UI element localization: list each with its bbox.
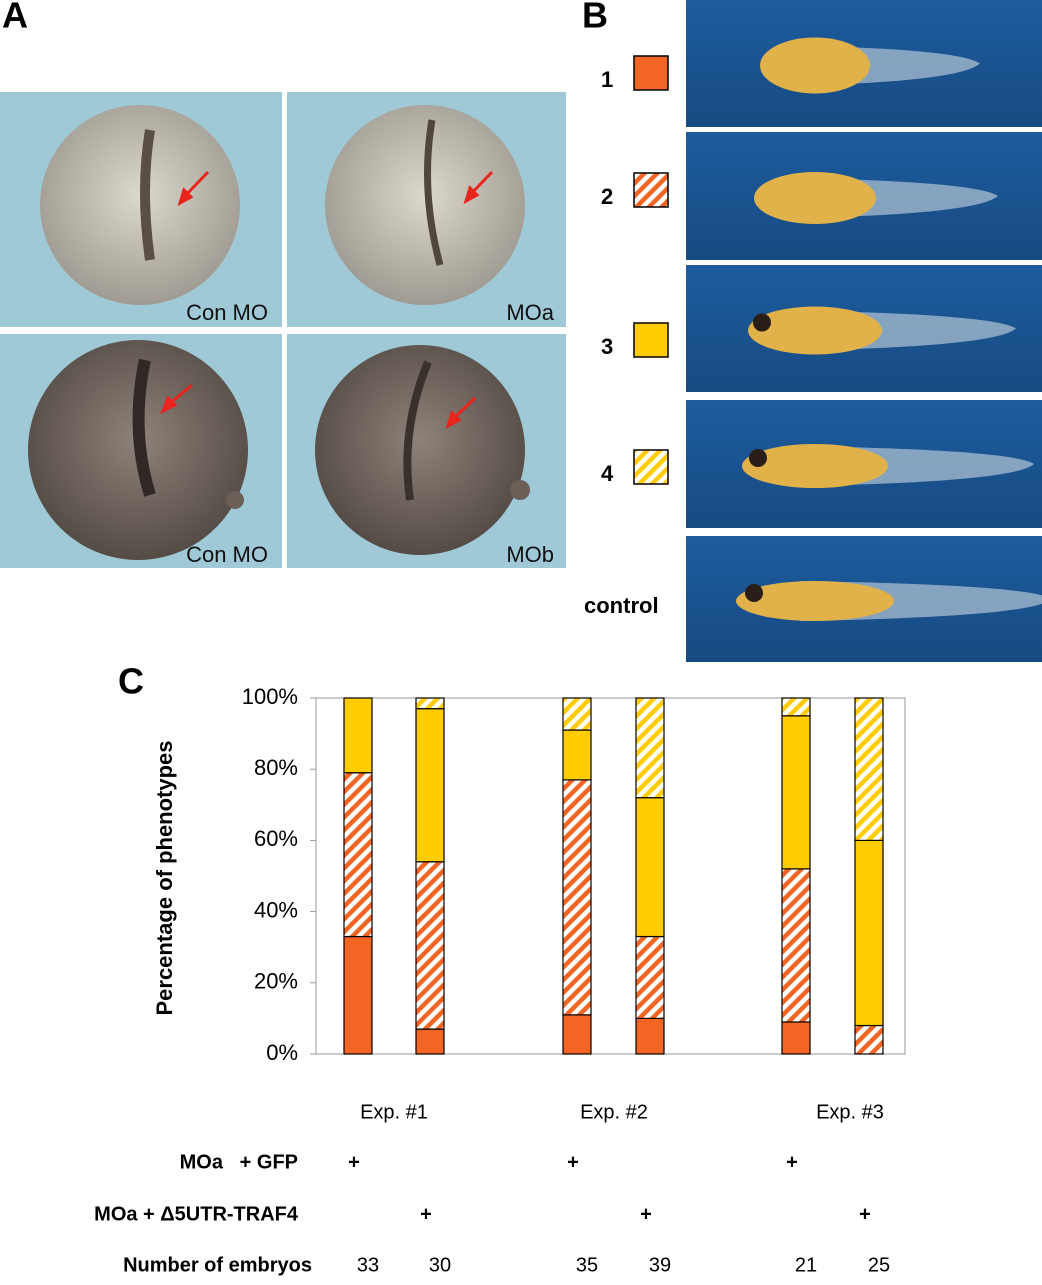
tadpole-eye [745, 584, 763, 602]
photo-caption: MOb [506, 542, 554, 567]
bar-segment [415, 697, 445, 710]
row-label: Number of embryos [123, 1254, 312, 1276]
panel-label: A [2, 0, 28, 36]
bar-segment [343, 697, 373, 774]
row-mark: + [859, 1203, 871, 1225]
y-tick-label: 100% [242, 684, 298, 709]
bar-segment [781, 697, 811, 717]
embryo-count: 21 [795, 1254, 817, 1276]
legend-label: 4 [601, 461, 614, 486]
photo-caption: Con MO [186, 542, 268, 567]
y-tick-label: 0% [266, 1040, 298, 1065]
bar-segment [415, 861, 445, 1030]
bar-segment [854, 1024, 884, 1055]
bar-segment [635, 1017, 665, 1055]
tadpole-body [754, 172, 876, 224]
tadpole-body [748, 306, 882, 355]
legend-label: 1 [601, 67, 613, 92]
row-label: MOa + GFP [180, 1151, 298, 1173]
row-label: MOa + Δ5UTR-TRAF4 [94, 1203, 299, 1225]
group-label: Exp. #2 [580, 1101, 648, 1123]
embryo-count: 39 [649, 1254, 671, 1276]
bar-segment [415, 1028, 445, 1055]
bar-segment [415, 708, 445, 863]
bar-segment [562, 729, 592, 781]
row-mark: + [786, 1151, 798, 1173]
bar-segment [562, 779, 592, 1016]
tadpole-body [742, 444, 888, 488]
bar-segment [781, 715, 811, 870]
bar-segment [854, 839, 884, 1027]
photo-caption: Con MO [186, 300, 268, 325]
embryo-count: 35 [576, 1254, 598, 1276]
bar-segment [635, 797, 665, 938]
photo-caption: MOa [506, 300, 554, 325]
bar-segment [343, 772, 373, 938]
panel-label: C [118, 661, 144, 702]
row-mark: + [567, 1151, 579, 1173]
legend-swatch [633, 449, 669, 485]
bar-segment [343, 935, 373, 1055]
tadpole-body [760, 37, 870, 94]
photo-panel-a [0, 92, 566, 568]
plot-frame [315, 697, 906, 1055]
y-tick-label: 80% [254, 755, 298, 780]
bar-segment [562, 697, 592, 731]
row-mark: + [420, 1203, 432, 1225]
bar-segment [781, 868, 811, 1023]
legend: 1 2 3 4 [601, 55, 669, 486]
embryo-count: 33 [357, 1254, 379, 1276]
y-tick-label: 40% [254, 897, 298, 922]
row-mark: + [348, 1151, 360, 1173]
bar-segment [854, 697, 884, 841]
bar-segment [781, 1021, 811, 1055]
y-tick-label: 20% [254, 969, 298, 994]
legend-label: control [584, 593, 659, 618]
bar-segment [562, 1014, 592, 1055]
legend-swatch [633, 322, 669, 358]
legend-swatch [633, 55, 669, 91]
embryo-count: 30 [429, 1254, 451, 1276]
group-label: Exp. #1 [360, 1101, 428, 1123]
legend-label: 2 [601, 184, 613, 209]
bar-segment [635, 697, 665, 799]
y-axis-label: Percentage of phenotypes [152, 740, 177, 1015]
tadpole-eye [753, 313, 771, 332]
legend-swatch [633, 172, 669, 208]
row-mark: + [640, 1203, 652, 1225]
bar-segment [635, 935, 665, 1020]
panel-label: B [582, 0, 608, 36]
tadpole-eye [749, 449, 767, 467]
tadpole-body [736, 581, 894, 621]
embryo-count: 25 [868, 1254, 890, 1276]
photo-panel-b [686, 0, 1042, 662]
legend-label: 3 [601, 334, 613, 359]
y-tick-label: 60% [254, 826, 298, 851]
group-label: Exp. #3 [816, 1101, 884, 1123]
